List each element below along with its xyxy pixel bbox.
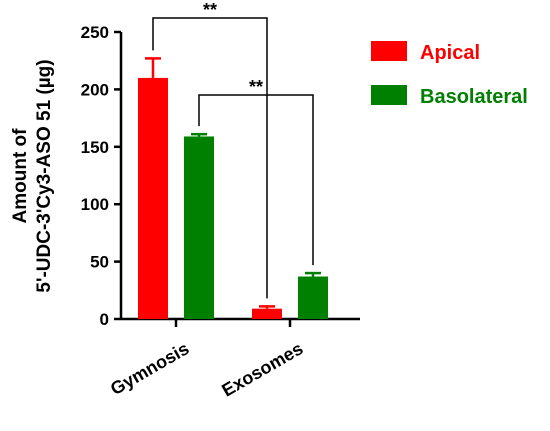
bar-basolateral-exosomes bbox=[298, 276, 328, 319]
legend-swatch-basolateral bbox=[371, 85, 407, 105]
legend: Apical Basolateral bbox=[371, 41, 528, 108]
bar-apical-exosomes bbox=[252, 308, 282, 319]
y-tick-label: 250 bbox=[81, 23, 109, 42]
bar-apical-gymnosis bbox=[138, 77, 168, 319]
legend-label-basolateral: Basolateral bbox=[420, 86, 528, 108]
significance-bracket bbox=[152, 17, 268, 299]
significance-bracket bbox=[198, 94, 314, 266]
y-axis-title-line-1: Amount of bbox=[10, 128, 31, 224]
significance-label: ** bbox=[249, 77, 263, 97]
y-tick-label: 0 bbox=[100, 310, 109, 329]
significance-label: ** bbox=[203, 0, 217, 20]
y-axis-title: Amount of 5'-UDC-3'Cy3-ASO 51 (µg) bbox=[10, 59, 55, 292]
legend-label-apical: Apical bbox=[420, 42, 480, 64]
bars bbox=[138, 57, 328, 319]
category-label: Exosomes bbox=[218, 338, 306, 400]
bar-basolateral-gymnosis bbox=[184, 136, 214, 319]
significance-brackets: ** ** bbox=[152, 0, 314, 299]
axes: 0 50 100 150 200 250 Gymnosis Exosomes bbox=[81, 23, 360, 401]
category-label: Gymnosis bbox=[107, 338, 192, 399]
y-axis-title-line-2: 5'-UDC-3'Cy3-ASO 51 (µg) bbox=[34, 59, 55, 292]
y-tick-label: 50 bbox=[90, 253, 109, 272]
y-tick-label: 100 bbox=[81, 195, 109, 214]
legend-swatch-apical bbox=[371, 41, 407, 61]
y-tick-label: 200 bbox=[81, 80, 109, 99]
y-tick-label: 150 bbox=[81, 138, 109, 157]
